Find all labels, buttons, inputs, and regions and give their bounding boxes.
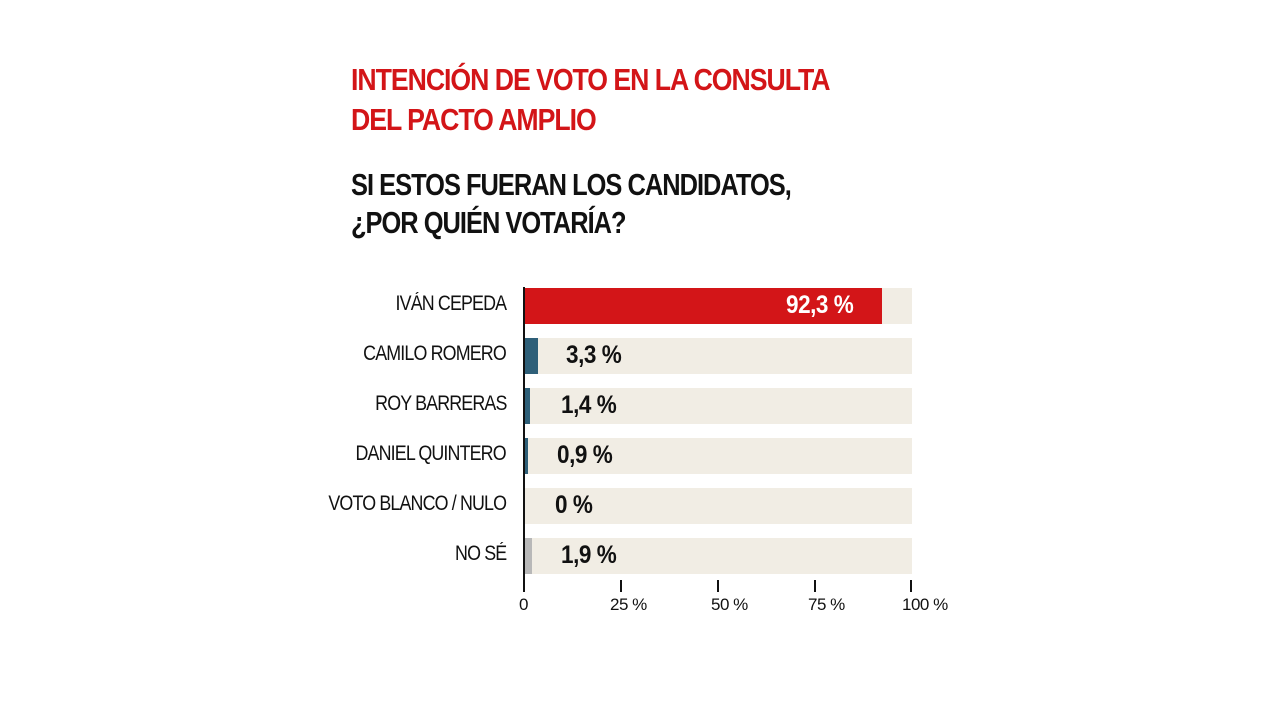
value-label: 0 %: [555, 491, 593, 519]
category-label: CAMILO ROMERO: [363, 342, 507, 365]
bar-row: CAMILO ROMERO 3,3 %: [0, 338, 1280, 374]
chart-title-line-2: DEL PACTO AMPLIO: [351, 102, 597, 137]
x-tick: [620, 580, 622, 592]
bar-track: [525, 388, 912, 424]
category-label: NO SÉ: [454, 542, 507, 565]
category-label: IVÁN CEPEDA: [395, 292, 507, 315]
value-label: 1,9 %: [561, 541, 617, 569]
x-tick-label: 75 %: [808, 595, 845, 614]
bar: [525, 538, 533, 574]
bar-row: ROY BARRERAS 1,4 %: [0, 388, 1280, 424]
chart-title: INTENCIÓN DE VOTO EN LA CONSULTA DEL PAC…: [351, 60, 884, 140]
category-label: DANIEL QUINTERO: [355, 442, 507, 465]
value-label: 3,3 %: [566, 341, 622, 369]
bar: [525, 338, 538, 374]
category-label: ROY BARRERAS: [374, 392, 507, 415]
bar: [525, 288, 883, 324]
value-label: 1,4 %: [561, 391, 617, 419]
bar-row: VOTO BLANCO / NULO 0 %: [0, 488, 1280, 524]
bar-track: [525, 488, 912, 524]
y-axis-line: [523, 287, 525, 592]
value-label: 92,3 %: [786, 291, 854, 319]
bar-row: DANIEL QUINTERO 0,9 %: [0, 438, 1280, 474]
x-tick-label: 0: [519, 595, 528, 614]
bar: [525, 438, 529, 474]
bar-row: IVÁN CEPEDA 92,3 %: [0, 288, 1280, 324]
chart-title-line-1: INTENCIÓN DE VOTO EN LA CONSULTA: [351, 62, 831, 97]
bar: [525, 388, 531, 424]
bar-track: [525, 438, 912, 474]
category-label: VOTO BLANCO / NULO: [328, 492, 507, 515]
bar-track: [525, 338, 912, 374]
x-tick-label: 25 %: [610, 595, 647, 614]
x-tick-label: 100 %: [902, 595, 948, 614]
value-label: 0,9 %: [557, 441, 613, 469]
chart-subtitle-line-2: ¿POR QUIÉN VOTARÍA?: [351, 205, 627, 240]
x-tick-label: 50 %: [711, 595, 748, 614]
chart-subtitle: SI ESTOS FUERAN LOS CANDIDATOS, ¿POR QUI…: [351, 166, 859, 242]
x-tick: [814, 580, 816, 592]
x-tick: [717, 580, 719, 592]
bar-track: [525, 538, 912, 574]
bar-row: NO SÉ 1,9 %: [0, 538, 1280, 574]
x-tick: [910, 580, 912, 592]
x-tick: [523, 580, 525, 592]
chart-subtitle-line-1: SI ESTOS FUERAN LOS CANDIDATOS,: [351, 167, 792, 202]
